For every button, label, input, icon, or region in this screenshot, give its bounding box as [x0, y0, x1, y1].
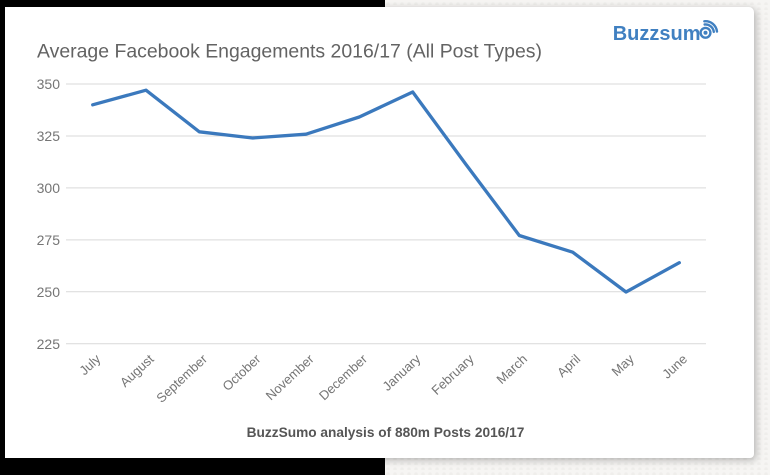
svg-text:November: November — [263, 351, 318, 403]
svg-text:225: 225 — [37, 336, 61, 352]
svg-text:300: 300 — [37, 180, 61, 196]
svg-text:250: 250 — [37, 284, 61, 300]
svg-text:January: January — [379, 351, 423, 394]
svg-text:July: July — [76, 351, 104, 378]
svg-text:June: June — [659, 351, 690, 381]
svg-text:September: September — [153, 351, 210, 406]
svg-text:Buzzsum: Buzzsum — [613, 23, 701, 45]
svg-text:275: 275 — [37, 232, 61, 248]
svg-text:325: 325 — [37, 128, 61, 144]
svg-text:December: December — [316, 351, 371, 403]
svg-text:February: February — [428, 351, 477, 398]
svg-text:March: March — [493, 351, 530, 387]
svg-text:Average Facebook Engagements 2: Average Facebook Engagements 2016/17 (Al… — [37, 40, 542, 62]
svg-text:August: August — [117, 351, 157, 390]
svg-text:350: 350 — [37, 76, 61, 92]
svg-text:BuzzSumo analysis of 880m Post: BuzzSumo analysis of 880m Posts 2016/17 — [247, 425, 525, 440]
svg-text:October: October — [219, 351, 264, 394]
svg-text:May: May — [609, 351, 638, 379]
svg-text:April: April — [554, 351, 583, 380]
